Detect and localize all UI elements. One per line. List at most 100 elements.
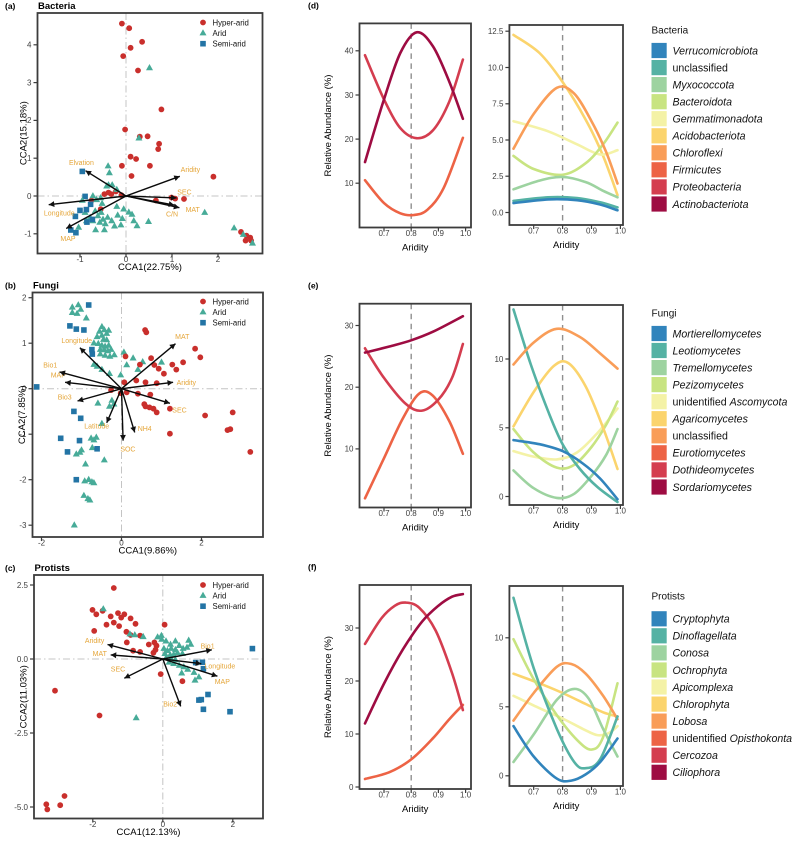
svg-text:SEC: SEC <box>177 190 191 197</box>
svg-text:Apicomplexa: Apicomplexa <box>672 682 734 694</box>
svg-text:Semi-arid: Semi-arid <box>213 40 246 49</box>
svg-text:CCA1(12.13%): CCA1(12.13%) <box>117 827 181 838</box>
svg-text:(a): (a) <box>5 1 16 11</box>
svg-text:SEC: SEC <box>172 408 186 415</box>
svg-text:Bio2: Bio2 <box>163 702 177 709</box>
svg-text:-1: -1 <box>76 255 84 264</box>
svg-text:Chlorophyta: Chlorophyta <box>673 699 730 711</box>
svg-text:-2.5: -2.5 <box>14 729 28 738</box>
svg-text:0.7: 0.7 <box>528 227 540 236</box>
svg-text:0.9: 0.9 <box>586 788 598 797</box>
svg-text:(e): (e) <box>308 281 319 291</box>
svg-text:1.0: 1.0 <box>460 509 472 518</box>
svg-text:Verrucomicrobiota: Verrucomicrobiota <box>673 45 759 57</box>
svg-text:-2: -2 <box>38 539 46 548</box>
svg-text:0: 0 <box>22 385 27 394</box>
svg-text:MAT: MAT <box>93 651 108 658</box>
svg-text:Proteobacteria: Proteobacteria <box>673 182 742 194</box>
svg-text:Lobosa: Lobosa <box>673 716 708 728</box>
svg-text:Relative Abundance (%): Relative Abundance (%) <box>323 636 334 738</box>
svg-text:2: 2 <box>199 539 204 548</box>
svg-text:0.0: 0.0 <box>17 655 29 664</box>
svg-text:Relative Abundance (%): Relative Abundance (%) <box>323 355 334 457</box>
svg-text:4: 4 <box>27 41 32 50</box>
svg-text:MAT: MAT <box>186 207 201 214</box>
svg-text:Aridity: Aridity <box>553 801 580 812</box>
svg-text:0.7: 0.7 <box>378 229 390 238</box>
svg-text:-2: -2 <box>89 820 97 829</box>
svg-text:Bio1: Bio1 <box>201 644 215 651</box>
svg-text:5: 5 <box>499 424 504 433</box>
svg-text:Bacteria: Bacteria <box>38 1 76 12</box>
svg-text:0: 0 <box>349 783 354 792</box>
svg-text:CCA2(7.85%): CCA2(7.85%) <box>17 385 28 444</box>
svg-text:5: 5 <box>499 703 504 712</box>
svg-text:Firmicutes: Firmicutes <box>673 165 723 177</box>
svg-text:Eurotiomycetes: Eurotiomycetes <box>673 448 747 460</box>
svg-text:(c): (c) <box>5 563 16 573</box>
svg-text:Aridity: Aridity <box>177 380 197 387</box>
svg-text:0.0: 0.0 <box>492 208 504 217</box>
svg-text:0.7: 0.7 <box>378 791 390 800</box>
svg-text:0.8: 0.8 <box>406 509 418 518</box>
svg-text:10.0: 10.0 <box>488 63 504 72</box>
svg-text:unidentified Opisthokonta: unidentified Opisthokonta <box>673 733 793 745</box>
svg-text:unclassified: unclassified <box>673 62 728 74</box>
svg-text:CCA1(9.86%): CCA1(9.86%) <box>118 546 177 557</box>
svg-text:0.8: 0.8 <box>557 227 569 236</box>
svg-text:(b): (b) <box>5 281 16 291</box>
svg-text:Cryptophyta: Cryptophyta <box>673 614 730 626</box>
svg-text:Bio3: Bio3 <box>58 394 72 401</box>
svg-text:Agaricomycetes: Agaricomycetes <box>672 414 749 426</box>
svg-text:(f): (f) <box>308 562 317 572</box>
svg-text:Protists: Protists <box>35 563 70 574</box>
svg-text:unclassified: unclassified <box>673 431 728 443</box>
svg-text:5.0: 5.0 <box>492 136 504 145</box>
svg-text:30: 30 <box>345 91 354 100</box>
svg-text:Aridity: Aridity <box>181 167 201 174</box>
svg-text:Pezizomycetes: Pezizomycetes <box>673 379 745 391</box>
svg-text:1: 1 <box>27 154 32 163</box>
svg-text:2: 2 <box>231 820 236 829</box>
svg-text:Aridity: Aridity <box>402 804 429 815</box>
svg-text:2: 2 <box>22 294 27 303</box>
svg-text:Dinoflagellata: Dinoflagellata <box>673 631 737 643</box>
svg-text:-1: -1 <box>24 230 32 239</box>
svg-text:Tremellomycetes: Tremellomycetes <box>673 362 754 374</box>
svg-text:1.0: 1.0 <box>615 507 627 516</box>
svg-text:-2: -2 <box>19 476 27 485</box>
svg-text:unidentified Ascomycota: unidentified Ascomycota <box>673 397 788 409</box>
svg-text:0: 0 <box>499 772 504 781</box>
svg-text:Hyper-arid: Hyper-arid <box>213 581 249 590</box>
svg-text:MAT: MAT <box>175 334 190 341</box>
svg-text:0.7: 0.7 <box>378 509 390 518</box>
svg-text:20: 20 <box>345 383 354 392</box>
svg-text:Longitude: Longitude <box>61 338 92 345</box>
svg-text:-5.0: -5.0 <box>14 803 28 812</box>
svg-text:0.9: 0.9 <box>586 507 598 516</box>
svg-text:1.0: 1.0 <box>615 227 627 236</box>
svg-text:1: 1 <box>170 255 175 264</box>
svg-text:20: 20 <box>345 135 354 144</box>
svg-text:2.5: 2.5 <box>17 581 29 590</box>
svg-text:Arid: Arid <box>213 591 227 600</box>
svg-text:Hyper-arid: Hyper-arid <box>213 297 249 306</box>
svg-text:0.9: 0.9 <box>433 791 445 800</box>
svg-text:C/N: C/N <box>166 211 178 218</box>
svg-text:Protists: Protists <box>652 592 685 603</box>
svg-text:Latitude: Latitude <box>84 424 109 431</box>
svg-text:0.9: 0.9 <box>433 229 445 238</box>
svg-text:Ochrophyta: Ochrophyta <box>673 665 728 677</box>
svg-text:3: 3 <box>27 78 32 87</box>
svg-text:Arid: Arid <box>213 29 227 38</box>
svg-text:0.7: 0.7 <box>528 507 540 516</box>
svg-text:20: 20 <box>345 677 354 686</box>
svg-text:1.0: 1.0 <box>460 229 472 238</box>
svg-text:0.8: 0.8 <box>406 229 418 238</box>
svg-text:10: 10 <box>494 634 503 643</box>
svg-text:Acidobacteriota: Acidobacteriota <box>672 131 746 143</box>
svg-text:0: 0 <box>119 539 124 548</box>
svg-text:(d): (d) <box>308 0 319 10</box>
svg-text:0.9: 0.9 <box>586 227 598 236</box>
svg-text:Mortierellomycetes: Mortierellomycetes <box>673 328 763 340</box>
